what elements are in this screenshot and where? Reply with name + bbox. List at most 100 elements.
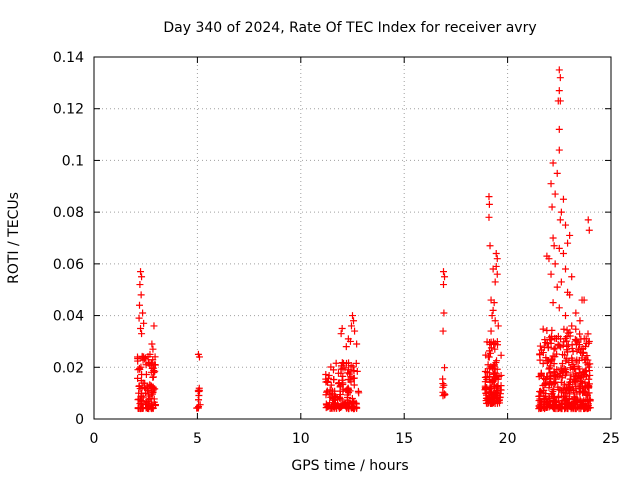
data-point xyxy=(536,351,544,359)
data-point xyxy=(552,335,560,343)
data-point xyxy=(327,363,335,371)
data-point xyxy=(439,281,447,289)
data-point xyxy=(147,368,155,376)
data-point xyxy=(135,389,143,397)
data-point xyxy=(555,304,563,312)
data-point xyxy=(574,338,582,346)
data-point xyxy=(545,365,553,373)
data-point xyxy=(566,231,574,239)
data-point xyxy=(566,332,574,340)
data-point xyxy=(497,386,505,394)
data-point xyxy=(554,383,562,391)
data-point xyxy=(537,398,545,406)
data-point xyxy=(134,374,142,382)
data-point xyxy=(551,190,559,198)
y-axis-label: ROTI / TECUs xyxy=(6,192,22,284)
data-point xyxy=(193,404,201,412)
data-point xyxy=(572,309,580,317)
data-point xyxy=(439,380,447,388)
grid xyxy=(94,57,611,419)
data-point xyxy=(549,388,557,396)
data-point xyxy=(552,378,560,386)
data-point xyxy=(550,242,558,250)
data-point xyxy=(549,299,557,307)
data-point xyxy=(583,383,591,391)
y-tick-label: 0.08 xyxy=(53,205,84,221)
data-point xyxy=(487,327,495,335)
data-point xyxy=(486,242,494,250)
data-point xyxy=(562,357,570,365)
data-point xyxy=(481,373,489,381)
data-point xyxy=(345,359,353,367)
plot-frame xyxy=(93,56,612,420)
data-point xyxy=(136,385,144,393)
data-point xyxy=(547,339,555,347)
data-point xyxy=(557,400,565,408)
data-point xyxy=(346,376,354,384)
data-point xyxy=(348,395,356,403)
data-point xyxy=(494,322,502,330)
data-point xyxy=(547,270,555,278)
data-point xyxy=(491,369,499,377)
data-point xyxy=(550,372,558,380)
data-point xyxy=(147,400,155,408)
data-point xyxy=(328,389,336,397)
data-point xyxy=(493,357,501,365)
data-point xyxy=(482,351,490,359)
data-point xyxy=(350,367,358,375)
data-point xyxy=(330,376,338,384)
data-point xyxy=(338,359,346,367)
data-point xyxy=(578,354,586,362)
data-point xyxy=(151,401,159,409)
data-point xyxy=(537,371,545,379)
data-point xyxy=(580,387,588,395)
data-point xyxy=(583,352,591,360)
data-point xyxy=(547,180,555,188)
data-point xyxy=(572,398,580,406)
data-point xyxy=(195,353,203,361)
data-point xyxy=(493,384,501,392)
data-point xyxy=(491,317,499,325)
data-point xyxy=(584,330,592,338)
data-point xyxy=(481,368,489,376)
data-point xyxy=(349,374,357,382)
data-point xyxy=(536,387,544,395)
data-point xyxy=(351,327,359,335)
data-point xyxy=(559,397,567,405)
data-point xyxy=(493,365,501,373)
data-point xyxy=(569,399,577,407)
data-point xyxy=(564,239,572,247)
data-point xyxy=(344,369,352,377)
y-tick-label: 0.12 xyxy=(53,102,84,118)
data-point xyxy=(581,371,589,379)
data-point xyxy=(140,319,148,327)
data-point xyxy=(536,342,544,350)
data-point xyxy=(490,299,498,307)
data-point xyxy=(338,325,346,332)
data-point xyxy=(138,352,146,360)
data-point xyxy=(485,213,493,221)
data-point xyxy=(572,385,580,393)
data-point xyxy=(489,265,497,273)
data-point xyxy=(135,364,143,372)
data-point xyxy=(330,396,338,404)
data-point xyxy=(134,355,142,363)
data-point xyxy=(323,387,331,395)
data-point xyxy=(485,394,493,402)
data-point xyxy=(548,203,556,211)
data-point xyxy=(335,379,343,387)
data-point xyxy=(324,378,332,386)
data-point xyxy=(548,356,556,364)
data-point xyxy=(560,325,568,333)
axis-ticks xyxy=(93,56,612,420)
x-axis-label: GPS time / hours xyxy=(291,458,408,474)
data-point xyxy=(137,397,145,405)
data-point xyxy=(488,377,496,385)
data-point xyxy=(138,371,146,379)
data-point xyxy=(555,372,563,380)
data-point xyxy=(542,379,550,387)
x-tick-labels: 0 5 10 15 20 25 xyxy=(90,431,620,447)
data-point xyxy=(439,327,447,335)
data-point xyxy=(441,364,449,372)
data-point xyxy=(549,159,557,167)
